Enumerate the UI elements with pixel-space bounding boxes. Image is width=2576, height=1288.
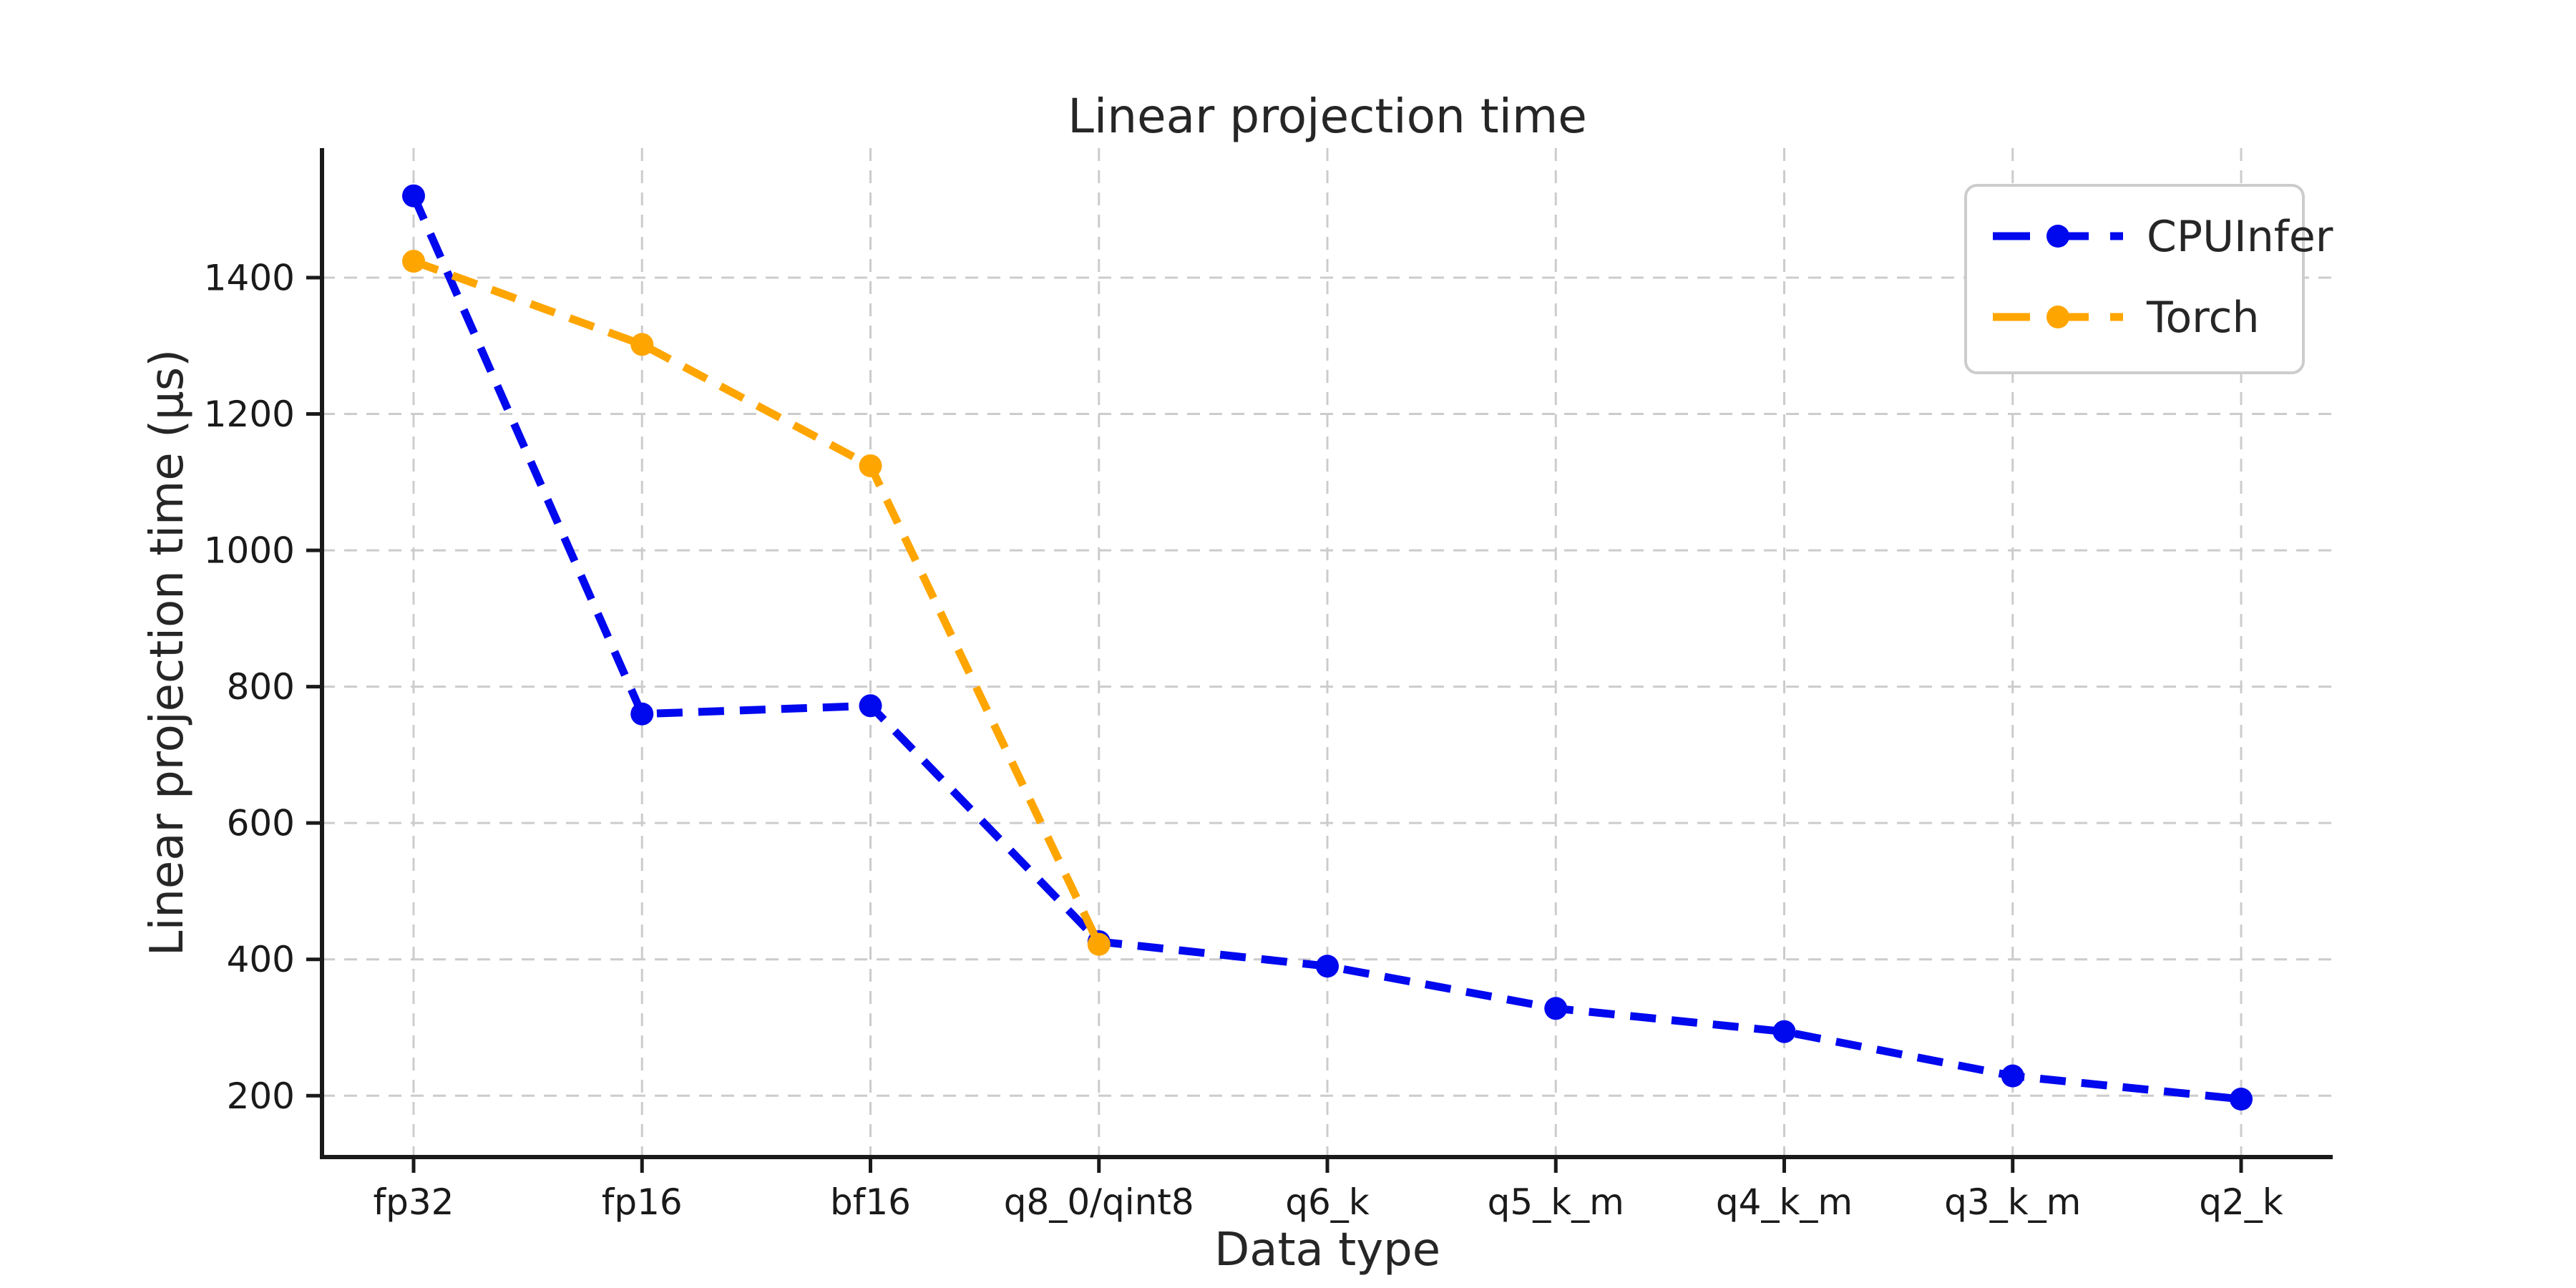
- legend: CPUInfer Torch: [1964, 184, 2333, 374]
- x-tick-label: q2_k: [2199, 1181, 2283, 1223]
- legend-marker: [2046, 225, 2069, 248]
- x-tick-label: q3_k_m: [1944, 1181, 2081, 1223]
- legend-item: Torch: [1993, 293, 2260, 343]
- data-point-marker: [402, 250, 425, 273]
- chart-title: Linear projection time: [1068, 89, 1587, 144]
- y-axis-label: Linear projection time (µs): [141, 349, 194, 956]
- data-point-marker: [1544, 997, 1568, 1020]
- x-tick-label: q4_k_m: [1716, 1181, 1853, 1223]
- data-point-marker: [1772, 1020, 1796, 1043]
- x-tick-label: fp16: [602, 1181, 683, 1223]
- x-tick-label: bf16: [830, 1181, 911, 1223]
- data-point-marker: [630, 333, 654, 356]
- legend-marker: [2046, 306, 2069, 328]
- x-tick-label: fp32: [374, 1181, 454, 1223]
- series-line: [412, 257, 1103, 947]
- x-tick-label: q5_k_m: [1488, 1181, 1624, 1223]
- legend-item: CPUInfer: [1993, 212, 2333, 262]
- series-Torch: [402, 250, 1111, 956]
- y-tick-label: 400: [227, 939, 295, 980]
- x-tick-label: q8_0/qint8: [1004, 1181, 1194, 1223]
- y-tick-label: 800: [227, 666, 295, 708]
- y-tick-label: 1200: [204, 394, 295, 435]
- legend-item-label: Torch: [2146, 293, 2260, 343]
- data-point-marker: [402, 184, 425, 208]
- data-point-marker: [859, 454, 882, 477]
- y-tick-label: 600: [227, 803, 295, 844]
- data-point-marker: [2001, 1064, 2024, 1088]
- series-CPUInfer: [402, 184, 2253, 1111]
- data-point-marker: [1316, 955, 1339, 978]
- x-axis-label: Data type: [1214, 1224, 1440, 1277]
- legend-items: CPUInfer Torch: [1993, 212, 2333, 343]
- series-layer: [402, 184, 2253, 1111]
- data-point-marker: [1087, 932, 1111, 956]
- data-point-marker: [2230, 1088, 2253, 1111]
- x-tick-label: q6_k: [1285, 1181, 1370, 1223]
- y-tick-label: 200: [227, 1075, 295, 1117]
- data-point-marker: [630, 702, 654, 726]
- legend-item-label: CPUInfer: [2147, 212, 2333, 262]
- axis-layer: 200 400 600 800 1000 1200 1400 fp32 fp16 bf16 q8_0…: [204, 148, 2333, 1223]
- y-tick-label: 1000: [204, 530, 295, 572]
- data-point-marker: [859, 694, 882, 718]
- y-tick-label: 1400: [204, 258, 295, 299]
